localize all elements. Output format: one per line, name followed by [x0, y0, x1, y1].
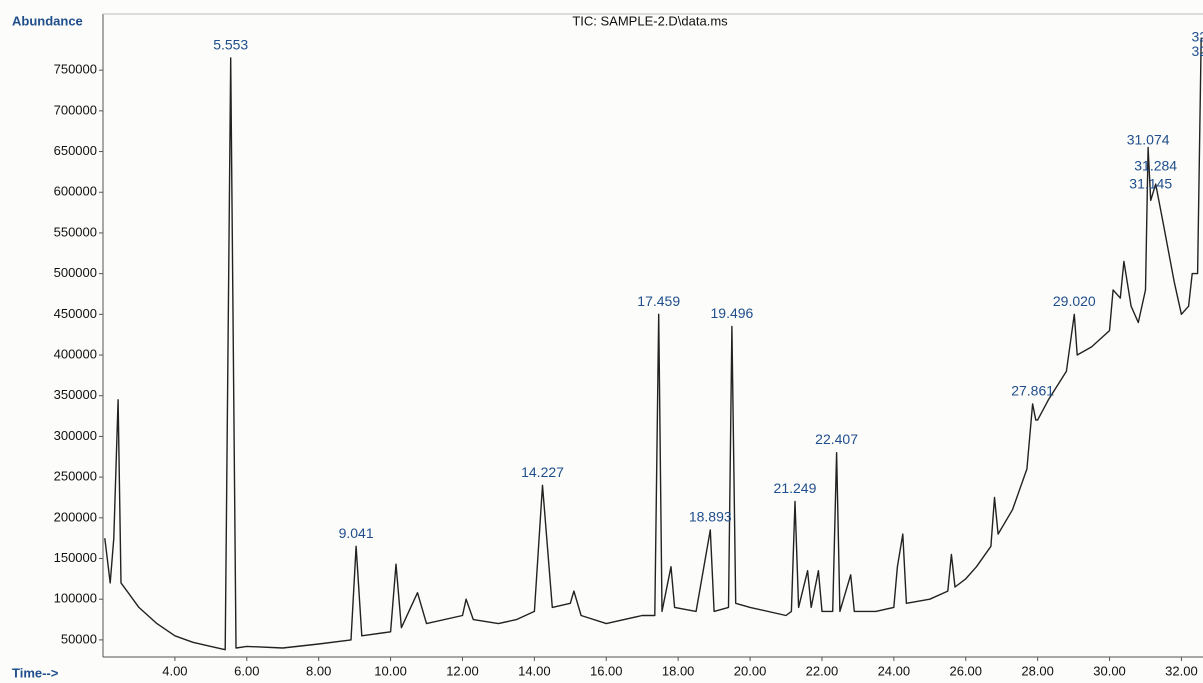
x-tick-label: 18.00	[662, 663, 695, 678]
x-tick-label: 30.00	[1093, 663, 1126, 678]
peak-label: 21.249	[774, 480, 817, 496]
series-line	[104, 37, 1202, 651]
y-axis-label: Abundance	[12, 13, 83, 28]
x-tick-label: 28.00	[1021, 663, 1054, 678]
y-tick-label: 250000	[54, 469, 97, 484]
peak-label: 22.407	[815, 431, 858, 447]
peak-label: 19.496	[711, 305, 754, 321]
y-tick-label: 350000	[54, 387, 97, 402]
y-tick-label: 450000	[54, 306, 97, 321]
x-tick-label: 26.00	[949, 663, 982, 678]
peak-label: 31.074	[1127, 132, 1170, 148]
x-tick-label: 4.00	[162, 663, 187, 678]
y-tick-label: 700000	[54, 102, 97, 117]
peak-label: 31.284	[1134, 158, 1177, 174]
y-tick-label: 550000	[54, 224, 97, 239]
x-tick-label: 24.00	[878, 663, 911, 678]
x-tick-label: 32.00	[1165, 663, 1198, 678]
y-tick-label: 650000	[54, 143, 97, 158]
y-tick-label: 100000	[54, 591, 97, 606]
y-tick-label: 300000	[54, 428, 97, 443]
x-tick-label: 22.00	[806, 663, 839, 678]
y-tick-label: 50000	[61, 631, 97, 646]
peak-label: 32.	[1191, 43, 1203, 59]
y-tick-label: 200000	[54, 509, 97, 524]
x-tick-label: 14.00	[518, 663, 551, 678]
peak-label: 18.893	[689, 509, 732, 525]
peak-label: 27.861	[1011, 382, 1054, 398]
y-tick-label: 150000	[54, 550, 97, 565]
peak-label: 5.553	[213, 36, 248, 52]
x-tick-label: 10.00	[374, 663, 407, 678]
x-axis-label: Time-->	[12, 665, 59, 680]
y-tick-label: 400000	[54, 346, 97, 361]
peak-label: 32.	[1191, 28, 1203, 44]
peak-label: 14.227	[521, 464, 564, 480]
x-tick-label: 16.00	[590, 663, 623, 678]
y-tick-label: 600000	[54, 184, 97, 199]
y-tick-label: 750000	[54, 62, 97, 77]
x-tick-label: 6.00	[234, 663, 259, 678]
x-tick-label: 20.00	[734, 663, 767, 678]
peak-label: 17.459	[637, 293, 680, 309]
x-tick-label: 12.00	[446, 663, 479, 678]
peak-label: 9.041	[339, 525, 374, 541]
peak-label: 31.145	[1129, 176, 1172, 192]
chart-title: TIC: SAMPLE-2.D\data.ms	[572, 13, 728, 28]
y-tick-label: 500000	[54, 265, 97, 280]
peak-label: 29.020	[1053, 293, 1096, 309]
x-tick-label: 8.00	[306, 663, 331, 678]
